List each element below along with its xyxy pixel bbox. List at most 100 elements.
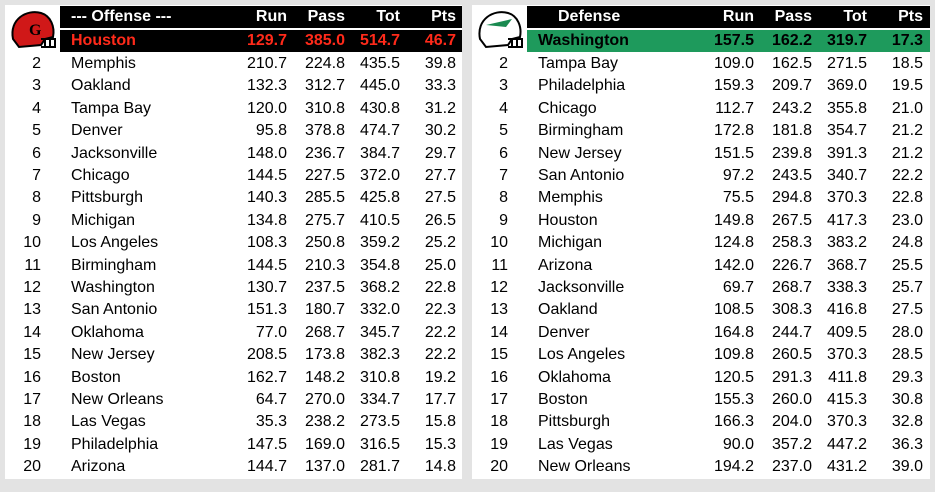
stat: 291.3 — [771, 368, 812, 386]
stat: 39.8 — [424, 55, 456, 72]
stat: 369.0 — [826, 77, 867, 95]
leader-row — [527, 30, 930, 52]
rank: 16 — [23, 368, 41, 386]
rank: 17 — [490, 391, 508, 408]
stat: 108.5 — [713, 301, 754, 319]
stat: 159.3 — [713, 77, 754, 95]
offense-helmet-logo: G — [11, 11, 56, 49]
stat: 227.5 — [304, 167, 345, 184]
header-col: Pass — [307, 8, 345, 25]
header-col: Pass — [774, 8, 812, 25]
team: Pittsburgh — [71, 189, 144, 207]
stat: 411.8 — [828, 368, 867, 386]
stat: 236.7 — [304, 144, 345, 162]
stat: 24.8 — [891, 234, 923, 252]
stat: 21.0 — [891, 99, 923, 117]
team: Tampa Bay — [71, 99, 152, 117]
rank: 5 — [32, 122, 41, 140]
stat: 340.7 — [826, 167, 867, 184]
stat: 357.2 — [771, 435, 812, 453]
stat: 382.3 — [359, 346, 400, 364]
stat: 164.8 — [713, 323, 754, 341]
stat: 33.3 — [424, 77, 456, 95]
leader-stat: 17.3 — [891, 32, 923, 49]
defense-helmet-logo — [478, 11, 523, 49]
defense-panel: Defense Run Pass Tot Pts Washington 157.5 162.2… — [472, 5, 930, 479]
rank: 14 — [23, 323, 41, 341]
stat: 32.8 — [891, 413, 923, 431]
stat: 124.8 — [713, 234, 754, 252]
stat: 172.8 — [713, 122, 754, 140]
stat: 260.0 — [771, 391, 812, 408]
header-row — [60, 6, 462, 28]
stat: 132.3 — [246, 77, 287, 95]
header-title: --- Offense --- — [71, 8, 172, 25]
team: Washington — [71, 279, 155, 296]
stat: 31.2 — [424, 99, 456, 117]
team: Arizona — [71, 458, 126, 476]
stat: 383.2 — [826, 234, 867, 252]
team: San Antonio — [71, 301, 158, 319]
rank: 18 — [23, 413, 41, 431]
stat: 310.8 — [304, 99, 345, 117]
stat: 22.2 — [424, 323, 456, 341]
rank: 20 — [23, 458, 41, 476]
stat: 22.8 — [891, 189, 923, 207]
stat: 173.8 — [304, 346, 345, 364]
stat: 237.0 — [771, 458, 812, 476]
rank: 2 — [32, 55, 41, 72]
team: Boston — [538, 391, 588, 408]
stat: 22.2 — [424, 346, 456, 364]
team: Philadelphia — [71, 435, 159, 453]
rank: 15 — [490, 346, 508, 364]
header-col: Pts — [898, 8, 923, 25]
team: Michigan — [71, 211, 136, 229]
stat: 151.3 — [246, 301, 287, 319]
team: San Antonio — [538, 167, 625, 184]
team: Pittsburgh — [538, 413, 611, 431]
stat: 75.5 — [722, 189, 754, 207]
stat: 14.8 — [424, 458, 456, 476]
stat: 332.0 — [359, 301, 400, 319]
stat: 209.7 — [771, 77, 812, 95]
stat: 69.7 — [722, 279, 754, 296]
rank: 17 — [23, 391, 41, 408]
stat: 435.5 — [359, 55, 400, 72]
rank: 11 — [491, 256, 508, 274]
stat: 281.7 — [359, 458, 400, 476]
team: Tampa Bay — [538, 55, 619, 72]
stat: 275.7 — [304, 211, 345, 229]
team: Michigan — [538, 234, 603, 252]
team: Jacksonville — [71, 144, 158, 162]
leader-stat: 157.5 — [713, 32, 754, 49]
rank: 16 — [490, 368, 508, 386]
rank: 18 — [490, 413, 508, 431]
stat: 28.5 — [891, 346, 923, 364]
rank: 13 — [23, 301, 41, 319]
stat: 147.5 — [246, 435, 287, 453]
team: New Orleans — [538, 458, 631, 476]
stat: 334.7 — [359, 391, 400, 408]
team: Oklahoma — [71, 323, 144, 341]
leader-stat: 319.7 — [826, 32, 867, 49]
stat: 28.0 — [891, 323, 923, 341]
stat: 120.5 — [713, 368, 754, 386]
rank: 7 — [499, 167, 508, 184]
stat: 391.3 — [826, 144, 867, 162]
stat: 39.0 — [891, 458, 923, 476]
stat: 431.2 — [826, 458, 867, 476]
rank: 14 — [490, 323, 508, 341]
header-col: Tot — [843, 8, 867, 25]
stat: 359.2 — [359, 234, 400, 252]
stat: 25.7 — [891, 279, 923, 296]
stat: 181.8 — [771, 122, 812, 140]
team: Los Angeles — [538, 346, 626, 364]
stat: 368.7 — [826, 256, 867, 274]
stat: 250.8 — [304, 234, 345, 252]
leader-team: Houston — [71, 32, 136, 49]
leader-stat: 129.7 — [246, 32, 287, 49]
stat: 338.3 — [826, 279, 867, 296]
stat: 25.0 — [424, 256, 456, 274]
rank: 6 — [32, 144, 41, 162]
team: Birmingham — [538, 122, 624, 140]
